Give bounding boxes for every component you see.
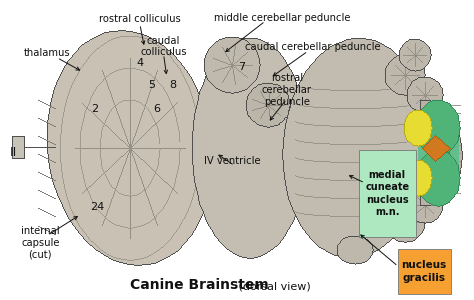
FancyBboxPatch shape [398,249,450,294]
Text: 4: 4 [136,58,144,68]
Text: II: II [9,146,17,160]
Text: 2: 2 [91,104,99,115]
Text: 6: 6 [153,104,160,115]
Text: IV ventricle: IV ventricle [204,155,261,166]
Text: (dorsal view): (dorsal view) [235,282,310,292]
Text: rostral colliculus: rostral colliculus [99,14,181,25]
Text: thalamus: thalamus [24,47,71,58]
Text: middle cerebellar peduncle: middle cerebellar peduncle [214,13,350,23]
Text: caudal cerebellar peduncle: caudal cerebellar peduncle [245,41,381,52]
FancyBboxPatch shape [358,150,416,237]
Text: 7: 7 [238,62,246,73]
Text: nucleus
gracilis: nucleus gracilis [401,260,447,283]
Text: caudal
colliculus: caudal colliculus [140,36,187,57]
Text: Canine Brainstem: Canine Brainstem [130,278,268,292]
Text: 24: 24 [90,202,104,212]
Text: internal
capsule
(cut): internal capsule (cut) [21,226,60,260]
Text: rostral
cerebellar
peduncle: rostral cerebellar peduncle [262,74,312,106]
Text: 5: 5 [148,80,155,91]
Text: medial
cuneate
nucleus
m.n.: medial cuneate nucleus m.n. [365,170,410,217]
Text: 8: 8 [169,80,177,91]
